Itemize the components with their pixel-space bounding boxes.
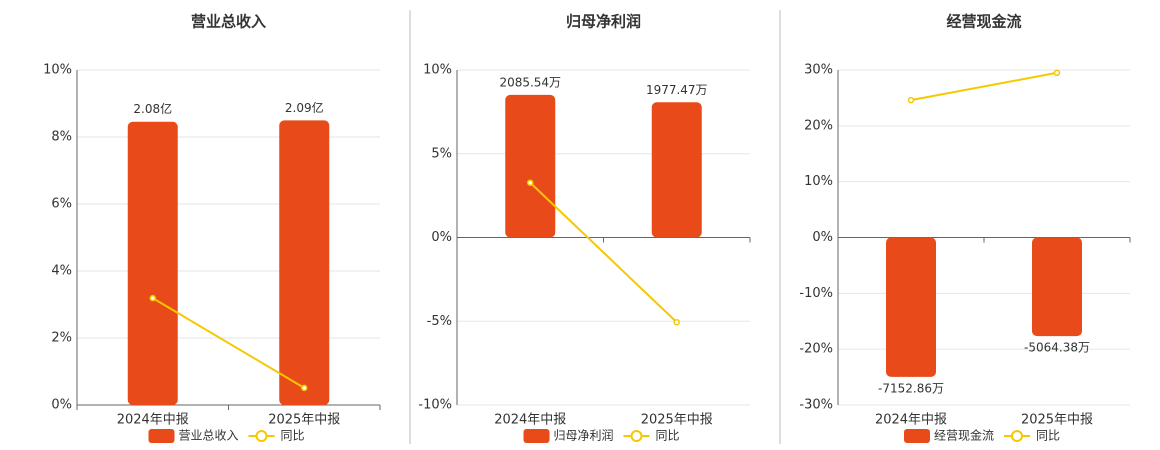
value-label: 1977.47万 (646, 83, 708, 97)
y-tick-label: 10% (423, 63, 452, 78)
chart-title: 经营现金流 (946, 13, 1021, 31)
y-tick-label: -10% (418, 398, 452, 413)
chart-title: 归母净利润 (566, 13, 641, 31)
y-tick-label: 5% (431, 146, 452, 161)
value-label: -7152.86万 (878, 381, 944, 395)
y-tick-label: 2% (51, 331, 72, 346)
line-point (149, 294, 156, 302)
bar (279, 120, 330, 406)
y-tick-label: -5% (427, 314, 452, 329)
legend-label: 经营现金流 (934, 428, 994, 443)
line (152, 297, 305, 389)
legend-label: 同比 (281, 429, 305, 443)
legend-marker (630, 430, 643, 442)
x-tick-label: 2025年中报 (268, 413, 340, 428)
line-point (907, 96, 915, 104)
y-tick-label: 0% (51, 398, 72, 413)
x-tick-label: 2025年中报 (641, 413, 713, 428)
y-tick-label: -20% (799, 342, 833, 357)
line (910, 71, 1058, 102)
line-point (527, 179, 534, 186)
line (529, 182, 678, 323)
bar (505, 94, 556, 238)
x-tick-label: 2024年中报 (875, 413, 947, 428)
legend-label: 同比 (1036, 429, 1060, 443)
value-label: -5064.38万 (1024, 341, 1090, 355)
y-tick-label: 0% (812, 230, 833, 245)
legend-marker (255, 430, 268, 442)
bar (886, 237, 936, 377)
legend-swatch (523, 429, 550, 443)
y-tick-label: -10% (799, 286, 833, 301)
value-label: 2.09亿 (285, 100, 324, 115)
y-tick-label: 30% (804, 63, 833, 78)
chart-title: 营业总收入 (191, 13, 266, 31)
value-label: 2.08亿 (133, 101, 172, 116)
line-point (1053, 69, 1061, 77)
y-tick-label: 4% (51, 264, 72, 279)
y-tick-label: 10% (804, 174, 833, 189)
value-label: 2085.54万 (499, 75, 561, 89)
legend-label: 归母净利润 (554, 429, 614, 443)
y-tick-label: 0% (431, 230, 452, 245)
y-tick-label: 6% (51, 197, 72, 212)
y-tick-label: 8% (51, 130, 72, 145)
legend-label: 营业总收入 (179, 429, 239, 443)
y-tick-label: 20% (804, 118, 833, 133)
bar (651, 102, 702, 238)
legend-label: 同比 (656, 429, 680, 443)
x-tick-label: 2024年中报 (117, 413, 189, 428)
line-point (673, 319, 680, 326)
line-point (301, 384, 308, 392)
y-tick-label: 10% (43, 63, 72, 78)
x-tick-label: 2025年中报 (1021, 413, 1093, 428)
x-tick-label: 2024年中报 (494, 413, 566, 428)
bar (1032, 237, 1082, 337)
bar (127, 121, 178, 405)
y-tick-label: -30% (799, 398, 833, 413)
legend-marker (1011, 430, 1023, 442)
legend-swatch (904, 429, 930, 443)
legend-swatch (148, 429, 175, 443)
